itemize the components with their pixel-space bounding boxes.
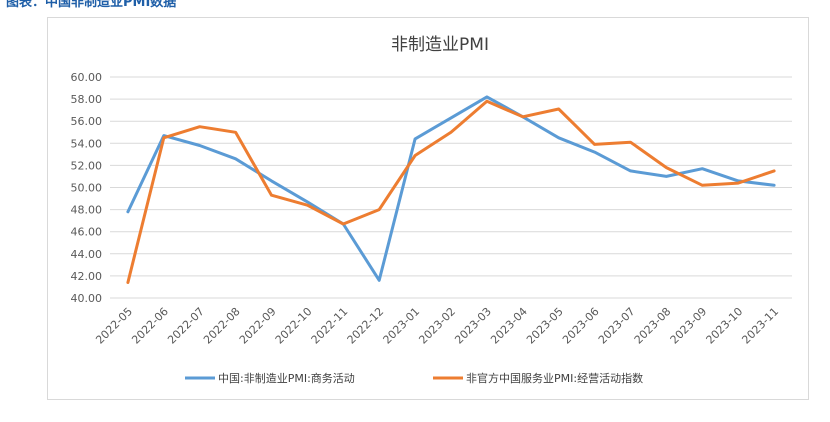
x-tick-label: 2023-03 — [452, 305, 494, 347]
x-tick-label: 2022-06 — [129, 305, 171, 347]
y-tick-label: 60.00 — [71, 71, 103, 84]
x-tick-label: 2023-08 — [632, 305, 674, 347]
x-tick-label: 2022-11 — [309, 305, 351, 347]
x-axis-ticks: 2022-052022-062022-072022-082022-092022-… — [93, 305, 781, 347]
x-tick-label: 2023-11 — [739, 305, 781, 347]
x-tick-label: 2023-01 — [381, 305, 423, 347]
chart-container: 非制造业PMI 40.00 42.00 44.00 46.00 48.00 50.00 52… — [47, 17, 809, 400]
legend-label-1: 中国:非制造业PMI:商务活动 — [218, 371, 355, 385]
y-tick-label: 52.00 — [71, 159, 103, 172]
x-tick-label: 2023-05 — [524, 305, 566, 347]
line-chart: 非制造业PMI 40.00 42.00 44.00 46.00 48.00 50.00 52… — [71, 35, 792, 385]
y-tick-label: 40.00 — [71, 292, 103, 305]
y-tick-label: 50.00 — [71, 182, 103, 195]
x-tick-label: 2022-09 — [237, 305, 279, 347]
y-tick-label: 58.00 — [71, 93, 103, 106]
figure-caption: 图表：中国非制造业PMI数据 — [6, 0, 177, 10]
x-tick-label: 2022-07 — [165, 305, 207, 347]
legend: 中国:非制造业PMI:商务活动 非官方中国服务业PMI:经营活动指数 — [185, 371, 643, 385]
y-tick-label: 56.00 — [71, 115, 103, 128]
x-tick-label: 2022-12 — [345, 305, 387, 347]
series-lines — [126, 95, 776, 284]
x-tick-label: 2023-09 — [668, 305, 710, 347]
legend-label-2: 非官方中国服务业PMI:经营活动指数 — [466, 371, 643, 385]
y-tick-label: 42.00 — [71, 270, 103, 283]
x-tick-label: 2022-05 — [93, 305, 135, 347]
y-tick-label: 44.00 — [71, 248, 103, 261]
chart-title: 非制造业PMI — [391, 35, 489, 55]
grid-lines — [110, 76, 792, 299]
series-line-2 — [126, 99, 776, 284]
x-tick-label: 2023-07 — [596, 305, 638, 347]
x-tick-label: 2022-08 — [201, 305, 243, 347]
x-tick-label: 2023-02 — [416, 305, 458, 347]
y-axis-ticks: 40.00 42.00 44.00 46.00 48.00 50.00 52.00 54.00… — [71, 71, 103, 305]
y-tick-label: 54.00 — [71, 137, 103, 150]
x-tick-label: 2023-06 — [560, 305, 602, 347]
x-tick-label: 2022-10 — [273, 305, 315, 347]
y-tick-label: 48.00 — [71, 204, 103, 217]
x-tick-label: 2023-10 — [704, 305, 746, 347]
series-line-1 — [126, 95, 776, 282]
y-tick-label: 46.00 — [71, 226, 103, 239]
x-tick-label: 2023-04 — [488, 305, 530, 347]
